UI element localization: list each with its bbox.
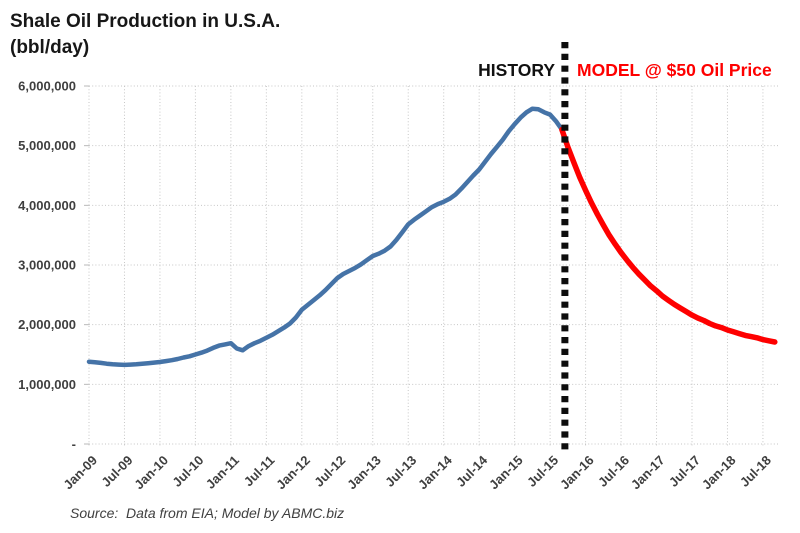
y-tick-label: - (72, 437, 76, 452)
x-tick-label: Jan-13 (344, 453, 384, 493)
x-tick-label: Jul-15 (524, 453, 561, 490)
x-tick-label: Jul-12 (311, 453, 348, 490)
x-tick-label: Jan-11 (203, 453, 242, 492)
x-tick-label: Jan-16 (557, 453, 597, 493)
y-tick-label: 2,000,000 (18, 317, 76, 332)
x-tick-label: Jan-14 (415, 452, 455, 492)
x-tick-label: Jan-12 (273, 453, 313, 493)
x-tick-label: Jan-10 (131, 453, 171, 493)
x-tick-label: Jan-18 (699, 453, 739, 493)
x-tick-label: Jul-13 (382, 453, 419, 490)
history-label: HISTORY (478, 60, 555, 80)
x-tick-label: Jul-09 (98, 453, 135, 490)
model-line (559, 126, 778, 345)
y-tick-label: 3,000,000 (18, 258, 76, 273)
x-tick-label: Jan-17 (628, 453, 668, 493)
x-tick-label: Jul-16 (595, 453, 632, 490)
x-tick-label: Jul-14 (453, 452, 491, 490)
x-tick-label: Jan-15 (486, 453, 526, 493)
y-tick-label: 4,000,000 (18, 198, 76, 213)
y-tick-label: 6,000,000 (18, 79, 76, 94)
model-label: MODEL @ $50 Oil Price (577, 60, 772, 80)
chart-title-line1: Shale Oil Production in U.S.A. (10, 11, 281, 32)
chart-title-line2: (bbl/day) (10, 37, 90, 58)
chart-title: Shale Oil Production in U.S.A. (bbl/day) (10, 9, 280, 61)
history-line (86, 106, 565, 368)
x-tick-label: Jan-09 (60, 453, 100, 493)
y-tick-label: 1,000,000 (18, 377, 76, 392)
x-tick-label: Jul-18 (737, 453, 774, 490)
y-tick-label: 5,000,000 (18, 138, 76, 153)
x-tick-label: Jul-11 (241, 453, 278, 490)
x-tick-label: Jul-17 (666, 453, 703, 490)
x-tick-label: Jul-10 (169, 453, 206, 490)
source-note: Source: Data from EIA; Model by ABMC.biz (70, 505, 345, 521)
